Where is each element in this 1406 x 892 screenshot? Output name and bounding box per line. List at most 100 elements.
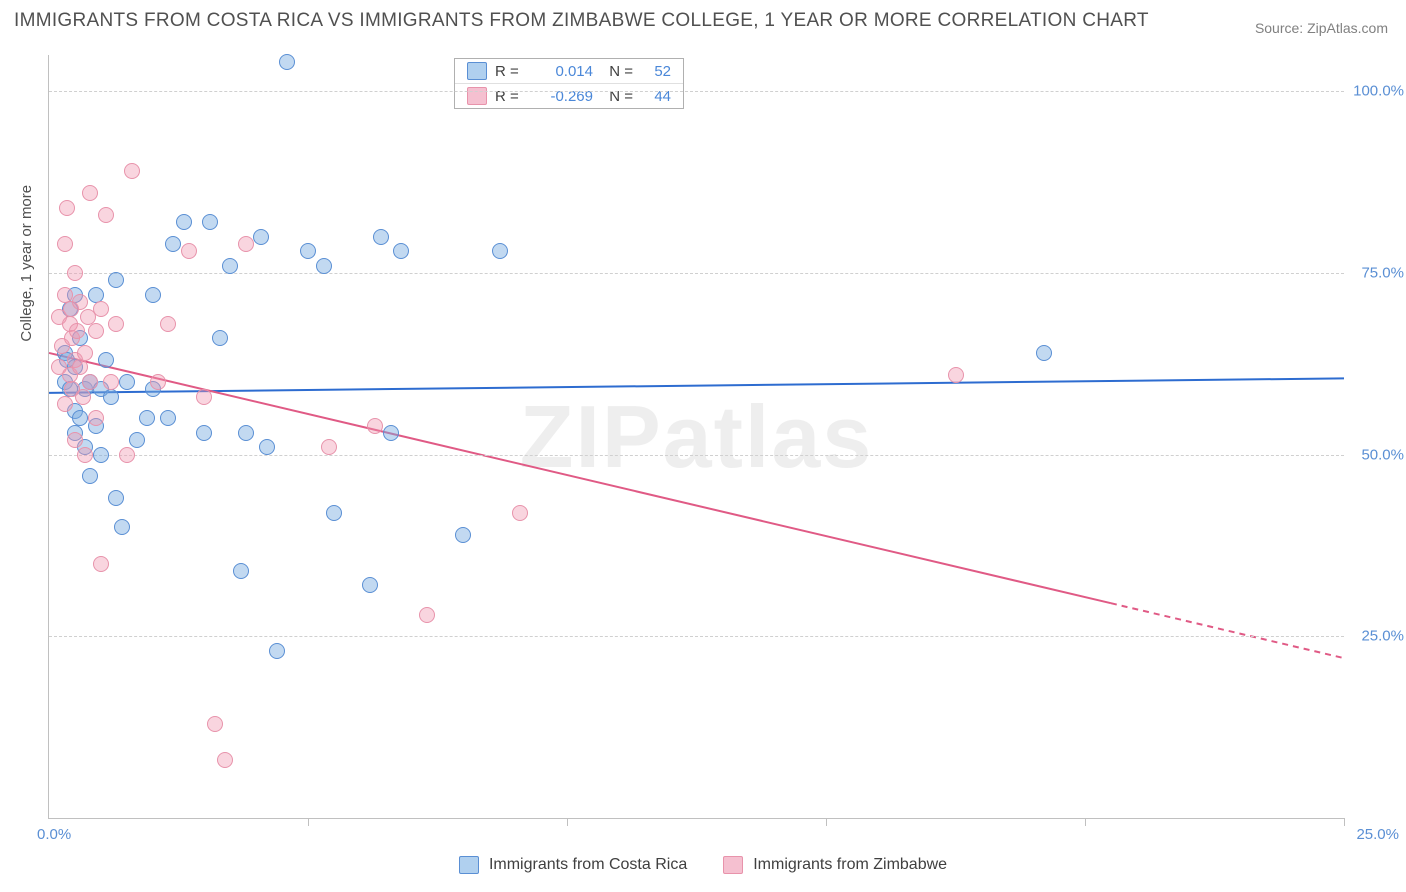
x-tick <box>308 818 309 826</box>
series-legend-item: Immigrants from Costa Rica <box>459 856 687 874</box>
data-point <box>108 490 124 506</box>
data-point <box>362 577 378 593</box>
data-point <box>321 439 337 455</box>
legend-r-label: R = <box>495 63 525 80</box>
legend-n-label: N = <box>601 63 633 80</box>
y-axis-label: College, 1 year or more <box>18 185 35 342</box>
gridline <box>49 636 1344 637</box>
gridline <box>49 273 1344 274</box>
data-point <box>269 643 285 659</box>
x-axis-max-label: 25.0% <box>1356 826 1399 843</box>
data-point <box>512 505 528 521</box>
legend-r-value: 0.014 <box>533 63 593 80</box>
data-point <box>69 323 85 339</box>
data-point <box>238 236 254 252</box>
data-point <box>129 432 145 448</box>
data-point <box>326 505 342 521</box>
data-point <box>316 258 332 274</box>
gridline <box>49 455 1344 456</box>
watermark: ZIPatlas <box>520 386 873 488</box>
data-point <box>67 265 83 281</box>
data-point <box>207 716 223 732</box>
data-point <box>393 243 409 259</box>
data-point <box>196 425 212 441</box>
legend-swatch <box>467 87 487 105</box>
data-point <box>124 163 140 179</box>
x-axis-min-label: 0.0% <box>37 826 71 843</box>
x-tick <box>826 818 827 826</box>
data-point <box>259 439 275 455</box>
data-point <box>217 752 233 768</box>
data-point <box>196 389 212 405</box>
legend-swatch <box>467 62 487 80</box>
x-tick <box>567 818 568 826</box>
data-point <box>82 468 98 484</box>
data-point <box>103 374 119 390</box>
data-point <box>82 185 98 201</box>
x-tick <box>1085 818 1086 826</box>
source-attribution: Source: ZipAtlas.com <box>1255 20 1388 36</box>
legend-row: R = 0.014 N = 52 <box>455 59 683 83</box>
data-point <box>88 323 104 339</box>
data-point <box>72 359 88 375</box>
data-point <box>57 396 73 412</box>
data-point <box>160 316 176 332</box>
data-point <box>119 374 135 390</box>
y-tick-label: 25.0% <box>1361 628 1404 645</box>
data-point <box>108 272 124 288</box>
data-point <box>98 207 114 223</box>
data-point <box>176 214 192 230</box>
data-point <box>373 229 389 245</box>
gridline <box>49 91 1344 92</box>
data-point <box>150 374 166 390</box>
plot-area: ZIPatlas 0.0% 25.0% R =0.014N =52R =-0.2… <box>48 55 1344 819</box>
data-point <box>238 425 254 441</box>
data-point <box>300 243 316 259</box>
data-point <box>119 447 135 463</box>
data-point <box>279 54 295 70</box>
data-point <box>75 389 91 405</box>
data-point <box>419 607 435 623</box>
data-point <box>383 425 399 441</box>
legend-swatch <box>723 856 743 874</box>
legend-r-value: -0.269 <box>533 88 593 105</box>
data-point <box>1036 345 1052 361</box>
data-point <box>93 447 109 463</box>
data-point <box>114 519 130 535</box>
data-point <box>103 389 119 405</box>
data-point <box>181 243 197 259</box>
legend-row: R =-0.269N =44 <box>455 83 683 108</box>
data-point <box>948 367 964 383</box>
data-point <box>108 316 124 332</box>
data-point <box>222 258 238 274</box>
data-point <box>145 287 161 303</box>
data-point <box>82 374 98 390</box>
data-point <box>492 243 508 259</box>
data-point <box>72 294 88 310</box>
data-point <box>455 527 471 543</box>
data-point <box>98 352 114 368</box>
y-tick-label: 50.0% <box>1361 446 1404 463</box>
data-point <box>59 200 75 216</box>
legend-swatch <box>459 856 479 874</box>
legend-n-value: 44 <box>641 88 671 105</box>
correlation-legend: R = 0.014 N = 52 R =-0.269N =44 <box>454 58 684 109</box>
data-point <box>212 330 228 346</box>
data-point <box>77 345 93 361</box>
data-point <box>77 447 93 463</box>
y-tick-label: 100.0% <box>1353 83 1404 100</box>
data-point <box>165 236 181 252</box>
data-point <box>72 410 88 426</box>
data-point <box>367 418 383 434</box>
chart-title: IMMIGRANTS FROM COSTA RICA VS IMMIGRANTS… <box>14 10 1149 32</box>
series-name: Immigrants from Costa Rica <box>489 856 687 874</box>
data-point <box>160 410 176 426</box>
series-legend-item: Immigrants from Zimbabwe <box>723 856 947 874</box>
legend-n-value: 52 <box>641 63 671 80</box>
data-point <box>93 301 109 317</box>
data-point <box>233 563 249 579</box>
data-point <box>88 410 104 426</box>
data-point <box>67 432 83 448</box>
data-point <box>253 229 269 245</box>
series-name: Immigrants from Zimbabwe <box>753 856 947 874</box>
